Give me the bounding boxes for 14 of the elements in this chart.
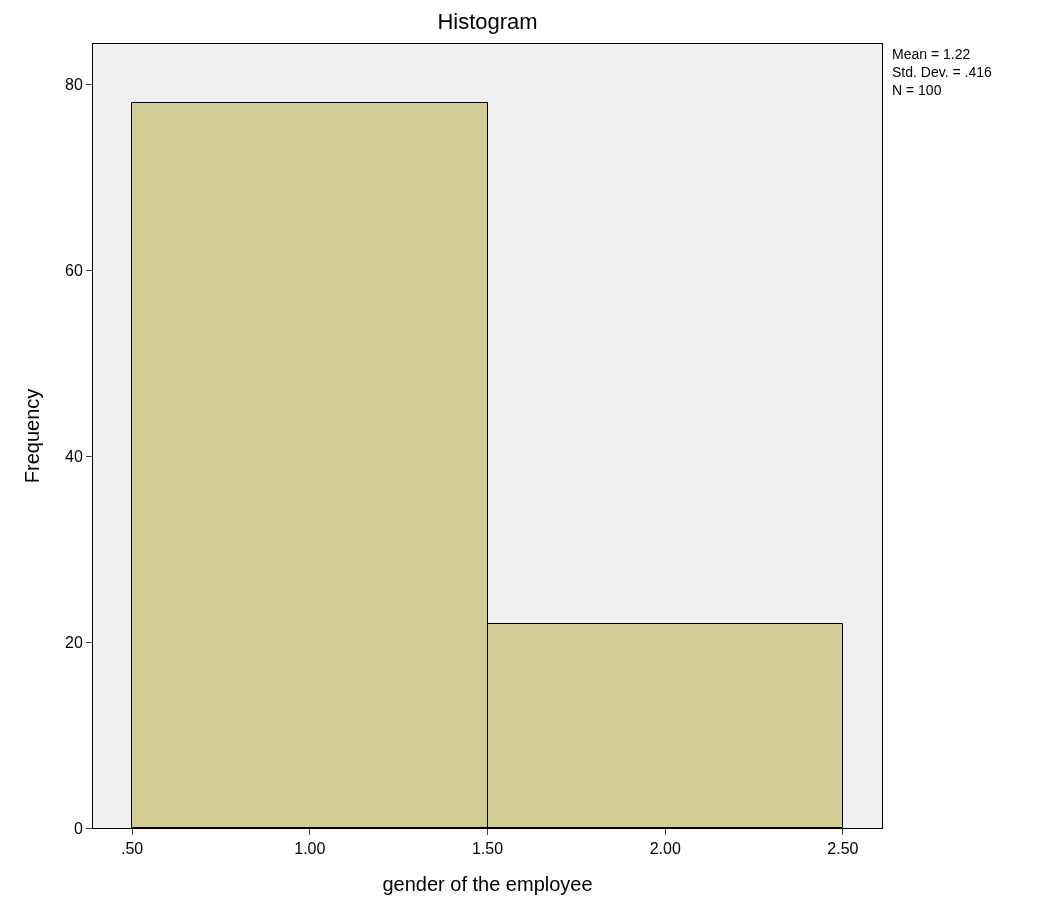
x-tick-label: 1.00 <box>294 840 326 858</box>
chart-title: Histogram <box>437 9 538 35</box>
x-tick-label: 1.50 <box>471 840 504 858</box>
x-tick-label: 2.00 <box>649 840 681 858</box>
y-axis-title: Frequency <box>20 388 43 484</box>
y-tick-label: 0 <box>73 819 83 837</box>
y-tick-label: 80 <box>65 76 83 94</box>
y-tick-label: 40 <box>65 448 83 466</box>
y-tick-label: 60 <box>65 262 83 280</box>
y-tick-label: 20 <box>65 633 83 651</box>
x-tick-label: .50 <box>120 840 144 858</box>
text: Mean = 1.22 Std. Dev. = .416 N = 100 <box>892 46 992 99</box>
x-axis-title: gender of the employee <box>382 872 593 895</box>
x-tick-label: 2.50 <box>827 840 859 858</box>
